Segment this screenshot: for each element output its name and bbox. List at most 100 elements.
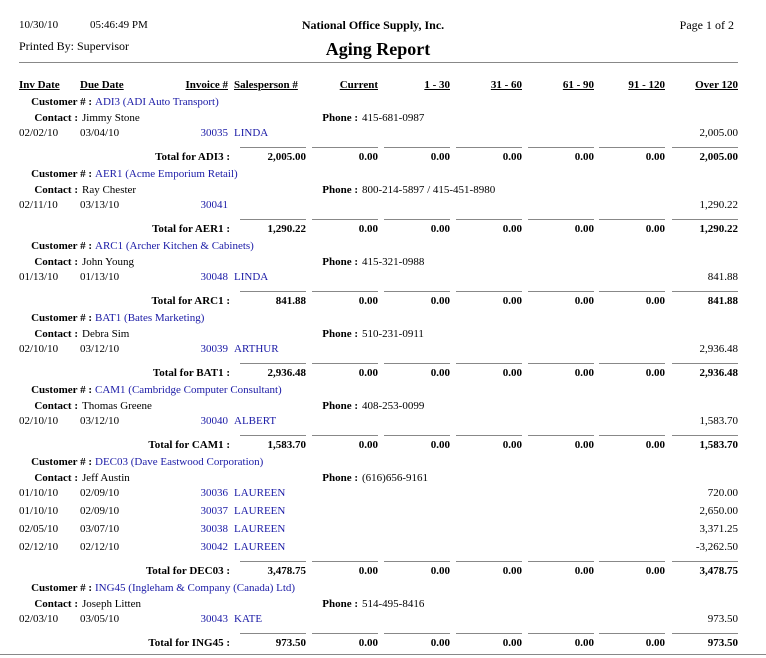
amount-over-120: 973.50: [707, 613, 738, 625]
total-label: Total for AER1 :: [152, 223, 230, 235]
total-amount: 0.00: [645, 295, 665, 307]
total-rule: [384, 219, 450, 220]
phone-label: Phone :: [322, 184, 358, 196]
total-amount: 0.00: [430, 151, 450, 163]
total-rule: [672, 363, 738, 364]
total-amount: 841.88: [275, 295, 306, 307]
salesperson: LINDA: [234, 127, 269, 139]
total-rule: [528, 291, 594, 292]
total-amount: 1,290.22: [699, 223, 739, 235]
salesperson: LAUREEN: [234, 541, 286, 553]
total-rule: [384, 435, 450, 436]
phone-number: (616)656-9161: [362, 472, 428, 484]
column-header: Inv Date: [19, 79, 60, 91]
invoice-number: 30042: [200, 541, 229, 553]
total-rule: [599, 147, 665, 148]
salesperson: LINDA: [234, 271, 269, 283]
total-amount: 0.00: [358, 439, 378, 451]
total-amount: 0.00: [645, 439, 665, 451]
total-amount: 0.00: [430, 223, 450, 235]
due-date: 02/09/10: [80, 487, 120, 499]
invoice-number: 30035: [200, 127, 229, 139]
total-label: Total for CAM1 :: [148, 439, 230, 451]
column-header: 1 - 30: [424, 79, 450, 91]
contact-name: Debra Sim: [82, 328, 130, 340]
total-amount: 841.88: [707, 295, 738, 307]
total-amount: 0.00: [574, 151, 594, 163]
total-rule: [599, 561, 665, 562]
total-amount: 0.00: [574, 565, 594, 577]
contact-name: Ray Chester: [82, 184, 137, 196]
total-rule: [312, 363, 378, 364]
amount-over-120: 1,290.22: [699, 199, 739, 211]
inv-date: 02/02/10: [19, 127, 59, 139]
salesperson: LAUREEN: [234, 523, 286, 535]
phone-label: Phone :: [322, 598, 358, 610]
total-rule: [456, 561, 522, 562]
phone-number: 408-253-0099: [362, 400, 425, 412]
inv-date: 01/10/10: [19, 487, 59, 499]
customer-id: AER1 (Acme Emporium Retail): [95, 168, 238, 180]
total-rule: [384, 363, 450, 364]
invoice-number: 30040: [200, 415, 229, 427]
total-amount: 1,583.70: [267, 439, 307, 451]
amount-over-120: 2,005.00: [699, 127, 739, 139]
contact-label: Contact :: [34, 184, 78, 196]
column-header: Over 120: [695, 79, 738, 91]
total-rule: [312, 219, 378, 220]
column-header: Due Date: [80, 79, 124, 91]
total-rule: [240, 633, 306, 634]
contact-name: John Young: [82, 256, 134, 268]
total-amount: 3,478.75: [699, 565, 739, 577]
invoice-number: 30048: [200, 271, 229, 283]
salesperson: LAUREEN: [234, 505, 286, 517]
total-rule: [528, 633, 594, 634]
total-amount: 0.00: [430, 439, 450, 451]
total-rule: [312, 633, 378, 634]
salesperson: ALBERT: [234, 415, 277, 427]
printed-by: Printed By: Supervisor: [19, 39, 129, 53]
report-date: 10/30/10: [19, 19, 59, 31]
total-rule: [672, 147, 738, 148]
total-amount: 0.00: [358, 223, 378, 235]
total-rule: [312, 147, 378, 148]
total-rule: [312, 435, 378, 436]
inv-date: 02/12/10: [19, 541, 59, 553]
phone-label: Phone :: [322, 256, 358, 268]
invoice-number: 30036: [200, 487, 229, 499]
inv-date: 01/10/10: [19, 505, 59, 517]
total-amount: 1,583.70: [699, 439, 739, 451]
total-amount: 0.00: [430, 367, 450, 379]
column-header: Current: [339, 79, 378, 91]
inv-date: 01/13/10: [19, 271, 59, 283]
amount-over-120: 720.00: [707, 487, 738, 499]
total-amount: 2,936.48: [267, 367, 307, 379]
contact-label: Contact :: [34, 598, 78, 610]
total-rule: [456, 147, 522, 148]
total-rule: [240, 147, 306, 148]
amount-over-120: 2,650.00: [699, 505, 739, 517]
column-header: Invoice #: [185, 79, 228, 91]
customer-label: Customer # :: [31, 456, 92, 468]
total-amount: 0.00: [358, 565, 378, 577]
contact-name: Joseph Litten: [82, 598, 141, 610]
total-rule: [312, 561, 378, 562]
amount-over-120: 3,371.25: [699, 523, 739, 535]
customer-id: ARC1 (Archer Kitchen & Cabinets): [95, 240, 254, 252]
total-label: Total for ING45 :: [148, 637, 230, 649]
due-date: 03/12/10: [80, 343, 120, 355]
phone-number: 514-495-8416: [362, 598, 425, 610]
total-rule: [240, 363, 306, 364]
total-rule: [599, 633, 665, 634]
total-amount: 0.00: [574, 223, 594, 235]
inv-date: 02/05/10: [19, 523, 59, 535]
contact-label: Contact :: [34, 472, 78, 484]
total-amount: 0.00: [358, 367, 378, 379]
total-label: Total for BAT1 :: [152, 367, 230, 379]
contact-label: Contact :: [34, 112, 78, 124]
total-rule: [384, 147, 450, 148]
customer-id: CAM1 (Cambridge Computer Consultant): [95, 384, 282, 396]
customer-label: Customer # :: [31, 96, 92, 108]
phone-number: 415-681-0987: [362, 112, 425, 124]
customer-label: Customer # :: [31, 168, 92, 180]
